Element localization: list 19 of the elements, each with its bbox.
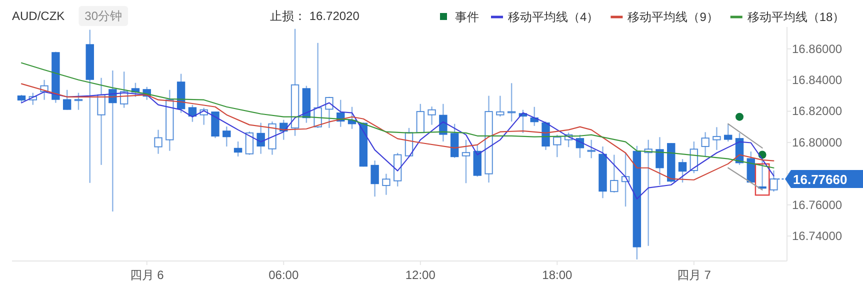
y-tick-label: 16.82000: [792, 104, 842, 118]
chart-title: AUD/CZK: [12, 9, 65, 23]
y-tick-label: 16.86000: [792, 42, 842, 56]
y-tick-label: 16.76000: [792, 198, 842, 212]
y-tick-label: 16.74000: [792, 229, 842, 244]
annotation: 16.77660: [793, 172, 848, 187]
x-tick-label: 12:00: [405, 268, 436, 282]
x-tick-label: 18:00: [542, 268, 572, 282]
x-tick-label: 06:00: [268, 268, 299, 282]
x-tick-label: 四月 6: [130, 268, 164, 282]
legend-label: 事件: [455, 10, 479, 24]
text: 止损： 16.72020: [270, 9, 360, 23]
y-tick-label: 16.84000: [792, 73, 842, 88]
y-tick-label: 16.80000: [792, 135, 842, 150]
legend-label: 移动平均线（9）: [628, 10, 718, 24]
legend-label: 移动平均线（18）: [747, 10, 845, 24]
x-tick-label: 四月 7: [676, 268, 712, 282]
legend-label: 移动平均线（4）: [508, 10, 599, 24]
chart-subtitle: 30分钟: [84, 9, 122, 23]
